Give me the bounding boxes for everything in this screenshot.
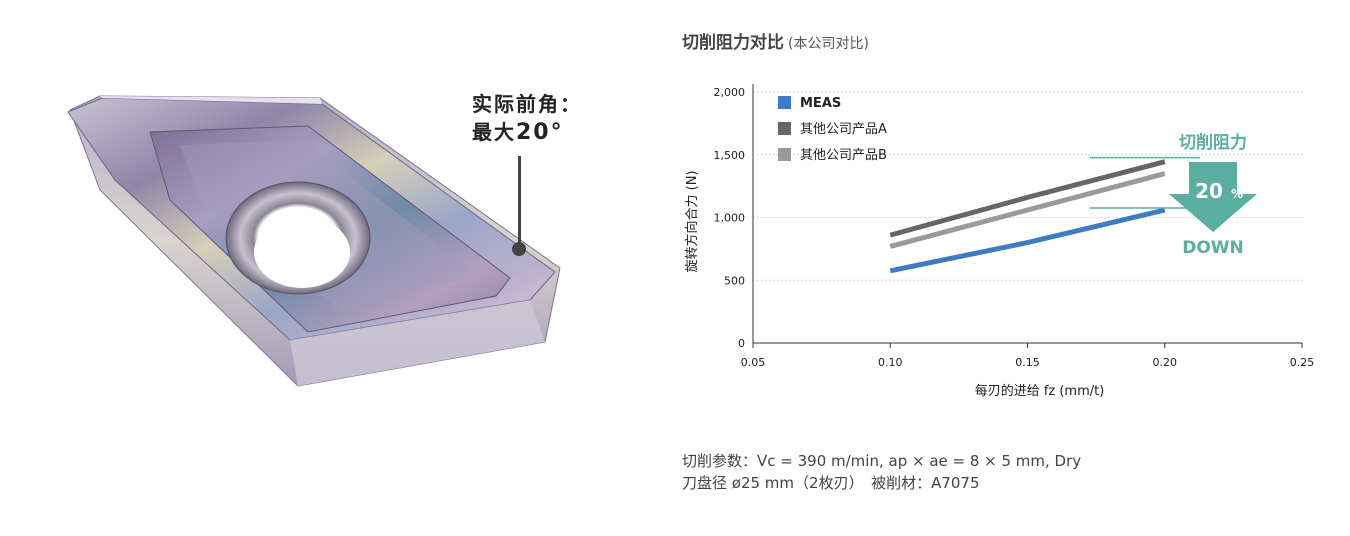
callout-line bbox=[518, 156, 521, 248]
chart-subtitle: (本公司对比) bbox=[788, 36, 869, 52]
insert-image bbox=[40, 70, 600, 410]
callout-value: 20° bbox=[516, 120, 564, 145]
y-tick-label: 1,000 bbox=[714, 212, 746, 225]
legend-swatch bbox=[778, 96, 791, 109]
series-line-其他公司产品A bbox=[889, 159, 1166, 238]
y-tick-label: 1,500 bbox=[714, 149, 746, 162]
x-axis-title: 每刃的进给 fz (mm/t) bbox=[975, 383, 1105, 399]
footnote-line1: 切削参数：Vc = 390 m/min, ap × ae = 8 × 5 mm,… bbox=[682, 452, 1082, 470]
legend-swatch bbox=[778, 148, 791, 161]
cutting-force-chart: 0 500 1,000 1,500 2,000 0.05 0.10 0.15 0.20 0.25 每… bbox=[684, 84, 1315, 399]
y-axis-title: 旋转方向合力 (N) bbox=[684, 170, 700, 272]
legend-label: MEAS bbox=[800, 96, 841, 111]
annotation-label: DOWN bbox=[1182, 238, 1244, 258]
x-tick-label: 0.10 bbox=[878, 356, 903, 369]
series-line-MEAS bbox=[889, 207, 1166, 274]
chart-title: 切削阻力对比 (本公司对比) bbox=[682, 28, 869, 53]
annotation-title: 切削阻力 bbox=[1179, 132, 1247, 153]
footnote-line2: 刀盘径 ø25 mm（2枚刃） 被削材：A7075 bbox=[682, 474, 980, 492]
rake-angle-callout: 实际前角： 最大20° bbox=[472, 90, 582, 147]
y-tick-label: 2,000 bbox=[714, 86, 746, 99]
y-tick-label: 500 bbox=[724, 274, 745, 287]
callout-prefix: 最大 bbox=[472, 120, 516, 144]
callout-line1: 实际前角： bbox=[472, 92, 582, 116]
callout-dot bbox=[512, 242, 526, 256]
callout-line2: 最大20° bbox=[472, 118, 582, 147]
annotation-value: 20 bbox=[1195, 179, 1223, 203]
x-tick-label: 0.20 bbox=[1153, 356, 1178, 369]
down-arrow-icon bbox=[1169, 162, 1257, 232]
legend-label: 其他公司产品A bbox=[800, 122, 887, 137]
x-tick-label: 0.05 bbox=[741, 356, 766, 369]
legend-label: 其他公司产品B bbox=[800, 148, 887, 163]
x-tick-label: 0.25 bbox=[1290, 356, 1315, 369]
annotation-unit: % bbox=[1231, 187, 1243, 201]
legend-swatch bbox=[778, 122, 791, 135]
cutting-conditions: 切削参数：Vc = 390 m/min, ap × ae = 8 × 5 mm,… bbox=[682, 450, 1081, 494]
y-tick-label: 0 bbox=[738, 337, 745, 350]
series-line-其他公司产品B bbox=[889, 171, 1166, 249]
chart-title-main: 切削阻力对比 bbox=[682, 33, 784, 53]
x-tick-label: 0.15 bbox=[1015, 356, 1040, 369]
